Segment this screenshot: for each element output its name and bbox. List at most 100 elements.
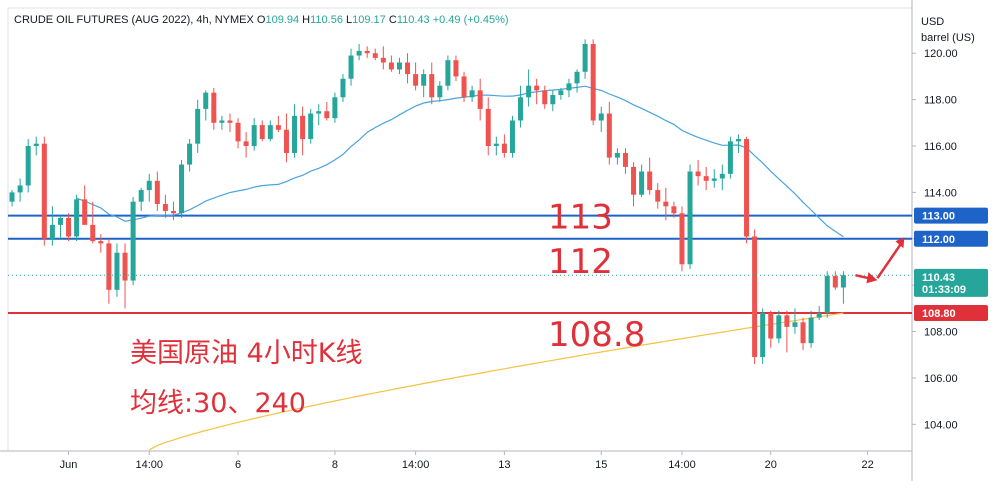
candle-body [9,192,15,202]
y-tick-label: 108.00 [924,327,958,339]
candle-body [356,50,362,56]
close-value: 110.43 [396,14,430,26]
candle-body [243,141,249,147]
candle-body [501,143,507,153]
y-tick-label: 118.00 [924,95,957,107]
candle-body [461,76,467,98]
candle-body [711,178,717,181]
candle-body [590,43,596,121]
candle-body [316,111,322,114]
candle-body [437,85,443,98]
candle-body [574,71,580,84]
candle-body [760,312,766,358]
candle-body [679,213,685,265]
candle-body [227,120,233,123]
candle-body [429,74,435,98]
price-tag-113-bg [914,207,988,224]
candle-body [663,201,669,207]
candle-body [90,224,96,242]
candle-body [179,164,185,214]
candle-body [162,203,168,211]
candle-body [259,125,265,140]
plot-area [7,7,913,452]
x-tick-label: 20 [765,459,777,471]
price-tag-112-bg [914,230,988,247]
candle-body [800,322,806,344]
x-tick-label: 15 [595,459,607,471]
candle-body [251,125,257,147]
high-label: H [302,14,311,26]
candle-body [380,57,386,63]
candle-body [25,146,31,186]
candle-body [768,312,774,339]
y-tick-label: 104.00 [924,419,958,431]
candle-body [687,171,693,265]
x-tick-label: Jun [60,459,78,471]
low-value: 109.17 [352,14,386,26]
candle-body [485,108,491,147]
candle-body [445,60,451,86]
candle-body [195,108,201,144]
ma30-line [76,85,844,238]
candle-body [283,129,289,153]
candle-body [655,190,661,202]
candle-body [606,113,612,158]
candle-body [74,199,80,237]
candle-body [154,180,160,204]
candle-body [558,90,564,95]
candle-body [138,190,144,202]
candle-body [292,115,298,153]
level-108-8-label: 108.8 [548,315,645,355]
candle-body [582,43,588,72]
candle-body [477,90,483,109]
y-tick-label: 116.00 [924,141,957,153]
candle-body [542,90,548,105]
candle-body [776,315,782,339]
candle-body [509,120,515,153]
y-tick-label: 120.00 [924,48,958,60]
candle-body [695,171,701,177]
candle-body [405,62,411,75]
x-tick-label: 13 [498,459,510,471]
candle-body [340,78,346,98]
candle-body [114,252,120,290]
candle-body [396,62,402,70]
axis-unit-measure: barrel (US) [921,32,975,44]
candle-body [808,317,814,344]
axis-unit-currency: USD [921,16,945,28]
candle-body [388,62,394,70]
ma240-line [149,312,844,451]
x-tick-label: 8 [332,459,338,471]
candle-body [840,275,846,288]
price-tag-last-text: 01:33:09 [922,284,966,296]
candle-body [300,115,306,140]
candle-body [348,55,354,79]
price-tag-113-text: 113.00 [922,211,955,223]
candle-body [235,122,241,142]
change-value: +0.49 (+0.45%) [432,14,509,26]
x-tick-label: 14:00 [402,459,430,471]
candle-body [824,275,830,313]
candle-body [534,85,540,91]
axis-unit: USD barrel (US) [921,14,975,46]
candle-body [566,83,572,91]
up-arrow-head [895,237,905,249]
candle-body [598,113,604,121]
price-tag-last-text: 110.43 [922,272,955,284]
candle-body [453,60,459,77]
candle-body [518,97,524,121]
candle-body [550,94,556,105]
candle-body [66,217,72,237]
price-tag-112-text: 112.00 [922,234,955,246]
candle-body [98,241,104,244]
candle-body [267,125,273,140]
candle-body [170,210,176,214]
high-value: 110.56 [310,14,343,26]
candle-body [203,92,209,109]
candle-body [372,53,378,58]
candle-body [332,97,338,119]
close-label: C [388,14,397,26]
candle-body [719,173,725,179]
candle-body [639,171,645,195]
